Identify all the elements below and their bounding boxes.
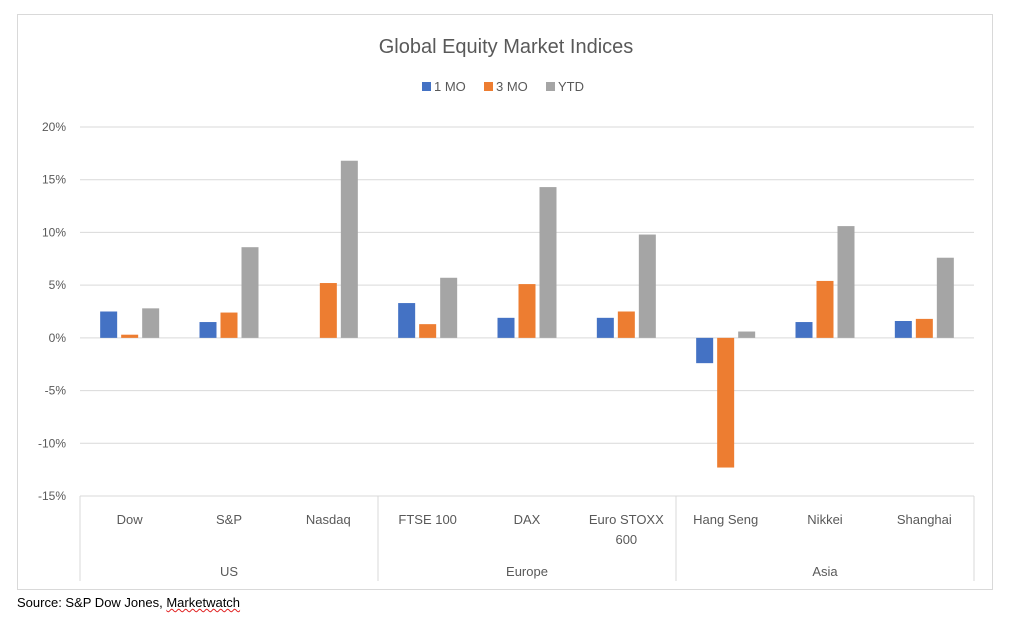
- bar-ytd: [837, 226, 855, 338]
- x-tick-label: 600: [615, 532, 637, 547]
- x-tick-label: Hang Seng: [693, 512, 758, 527]
- bar-3-mo: [518, 284, 536, 338]
- x-tick-label: S&P: [216, 512, 242, 527]
- y-tick-label: -5%: [45, 384, 67, 398]
- bar-ytd: [539, 187, 557, 338]
- y-tick-label: 5%: [49, 278, 67, 292]
- y-tick-label: 15%: [42, 173, 66, 187]
- x-tick-label: Euro STOXX: [589, 512, 664, 527]
- group-label: US: [220, 564, 238, 579]
- bar-1-mo: [100, 311, 118, 338]
- legend-label: 3 MO: [496, 79, 528, 94]
- bar-3-mo: [319, 283, 337, 338]
- bar-3-mo: [717, 337, 735, 468]
- bar-3-mo: [816, 280, 834, 338]
- bar-3-mo: [915, 318, 933, 338]
- bar-1-mo: [795, 322, 813, 338]
- x-tick-label: Shanghai: [897, 512, 952, 527]
- legend-label: 1 MO: [434, 79, 466, 94]
- legend-label: YTD: [558, 79, 584, 94]
- bar-ytd: [936, 257, 954, 338]
- bar-ytd: [738, 331, 756, 338]
- bar-3-mo: [220, 312, 238, 338]
- legend-swatch-1-mo: [422, 82, 431, 91]
- bar-ytd: [142, 308, 160, 338]
- legend-swatch-3-mo: [484, 82, 493, 91]
- x-tick-label: Nasdaq: [306, 512, 351, 527]
- bar-1-mo: [199, 322, 217, 338]
- bar-1-mo: [696, 337, 714, 364]
- bar-3-mo: [121, 334, 139, 338]
- y-tick-label: 20%: [42, 120, 66, 134]
- group-label: Asia: [812, 564, 838, 579]
- x-tick-label: Dow: [117, 512, 144, 527]
- bars: [100, 160, 954, 468]
- chart-frame: Global Equity Market Indices 1 MO 3 MO YTD…: [17, 14, 993, 590]
- bar-3-mo: [419, 324, 437, 338]
- x-tick-label: FTSE 100: [398, 512, 457, 527]
- source-prefix: Source: S&P Dow Jones,: [17, 595, 167, 610]
- bar-1-mo: [596, 317, 614, 338]
- y-tick-label: 0%: [49, 331, 67, 345]
- y-axis: -15% -10% -5% 0% 5% 10% 15% 20%: [38, 120, 66, 503]
- bar-ytd: [638, 234, 656, 338]
- chart-title: Global Equity Market Indices: [379, 36, 634, 58]
- legend-swatch-ytd: [546, 82, 555, 91]
- bar-ytd: [340, 160, 358, 338]
- y-tick-label: -15%: [38, 489, 66, 503]
- bar-1-mo: [398, 303, 416, 338]
- bar-ytd: [241, 247, 259, 338]
- bar-1-mo: [497, 317, 515, 338]
- bar-chart: Global Equity Market Indices 1 MO 3 MO YTD…: [38, 36, 975, 581]
- x-tick-label: DAX: [514, 512, 541, 527]
- bar-1-mo: [894, 320, 912, 338]
- source-link: Marketwatch: [166, 595, 241, 610]
- source-note: Source: S&P Dow Jones, Marketwatch: [17, 595, 240, 610]
- legend: 1 MO 3 MO YTD: [422, 79, 584, 94]
- y-tick-label: 10%: [42, 225, 66, 239]
- group-label: Europe: [506, 564, 548, 579]
- bar-ytd: [440, 277, 458, 338]
- x-tick-label: Nikkei: [807, 512, 843, 527]
- y-tick-label: -10%: [38, 436, 66, 450]
- x-axis: Dow S&P Nasdaq FTSE 100 DAX Euro STOXX 600 Hang…: [79, 496, 975, 581]
- bar-3-mo: [617, 311, 635, 338]
